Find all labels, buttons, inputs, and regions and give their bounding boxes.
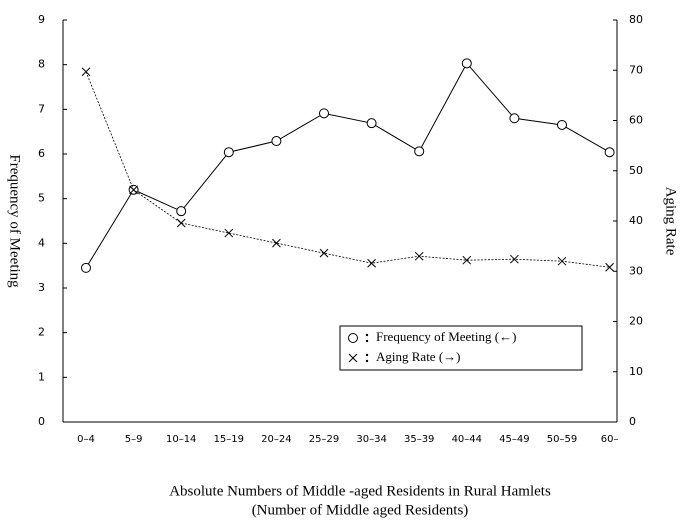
x-tick-label: 5–9: [125, 434, 143, 445]
marker: [272, 238, 281, 248]
y-axis-label: Frequency of Meeting: [7, 154, 23, 288]
y-tick-label: 6: [38, 147, 45, 160]
marker: [319, 248, 329, 258]
x-tick-label: 50–59: [547, 434, 577, 445]
y2-tick-label: 20: [629, 315, 643, 328]
x-tick-label: 25–29: [309, 434, 339, 445]
marker: [461, 58, 472, 69]
x-tick-label: 0–4: [77, 434, 95, 445]
x-tick-label: 35–39: [404, 434, 434, 445]
legend-colon: [365, 339, 369, 343]
x-tick-label: 40–44: [452, 434, 482, 445]
y-tick-label: 9: [38, 13, 45, 26]
marker: [224, 228, 234, 238]
y2-tick-label: 60: [629, 114, 643, 127]
marker: [414, 146, 425, 157]
marker: [557, 119, 567, 130]
y-tick-label: 0: [38, 415, 45, 428]
marker: [462, 255, 472, 265]
marker: [223, 147, 234, 158]
marker: [81, 262, 91, 273]
legend-colon: [365, 353, 369, 357]
legend-colon: [365, 333, 369, 337]
marker: [366, 118, 377, 129]
y-tick-label: 1: [38, 370, 45, 383]
y2-tick-label: 80: [629, 13, 643, 26]
y2-tick-label: 0: [629, 415, 636, 428]
legend-marker: [348, 353, 358, 363]
marker: [414, 251, 424, 261]
x-tick-label: 60–: [601, 434, 619, 445]
y-tick-label: 8: [38, 58, 45, 71]
x-axis-label: Absolute Numbers of Middle -aged Residen…: [169, 483, 551, 499]
series-line: [85, 71, 610, 268]
marker: [176, 206, 187, 217]
marker: [510, 254, 519, 264]
y-tick-label: 2: [38, 326, 45, 339]
marker: [319, 108, 329, 119]
legend-box: [339, 325, 583, 371]
marker: [557, 256, 567, 266]
marker: [129, 185, 138, 195]
y-tick-label: 7: [38, 102, 45, 115]
y2-axis-label: Aging Rate: [663, 187, 679, 256]
x-tick-label: 20–24: [261, 434, 291, 445]
y-tick-label: 3: [38, 281, 45, 294]
x-tick-label: 30–34: [356, 434, 386, 445]
marker: [604, 147, 615, 158]
y2-tick-label: 70: [629, 63, 643, 76]
marker: [271, 136, 282, 147]
x-tick-label: 10–14: [166, 434, 196, 445]
marker: [81, 67, 91, 77]
y2-tick-label: 40: [629, 214, 643, 227]
legend-marker: [348, 333, 358, 343]
marker: [367, 258, 376, 268]
legend-colon: [365, 359, 369, 363]
x-tick-label: 45–49: [499, 434, 529, 445]
x-axis-sublabel: (Number of Middle aged Residents): [252, 502, 469, 518]
x-tick-label: 15–19: [214, 434, 244, 445]
marker: [509, 113, 520, 124]
legend-label: Aging Rate (→): [376, 349, 460, 364]
y-tick-label: 5: [38, 192, 45, 205]
marker: [605, 262, 614, 272]
legend-label: Frequency of Meeting (←): [376, 329, 516, 344]
y2-tick-label: 30: [629, 264, 643, 277]
series-line: [85, 62, 610, 269]
y2-tick-label: 10: [629, 365, 643, 378]
y2-tick-label: 50: [629, 164, 643, 177]
marker: [176, 218, 186, 228]
y-tick-label: 4: [38, 236, 45, 249]
